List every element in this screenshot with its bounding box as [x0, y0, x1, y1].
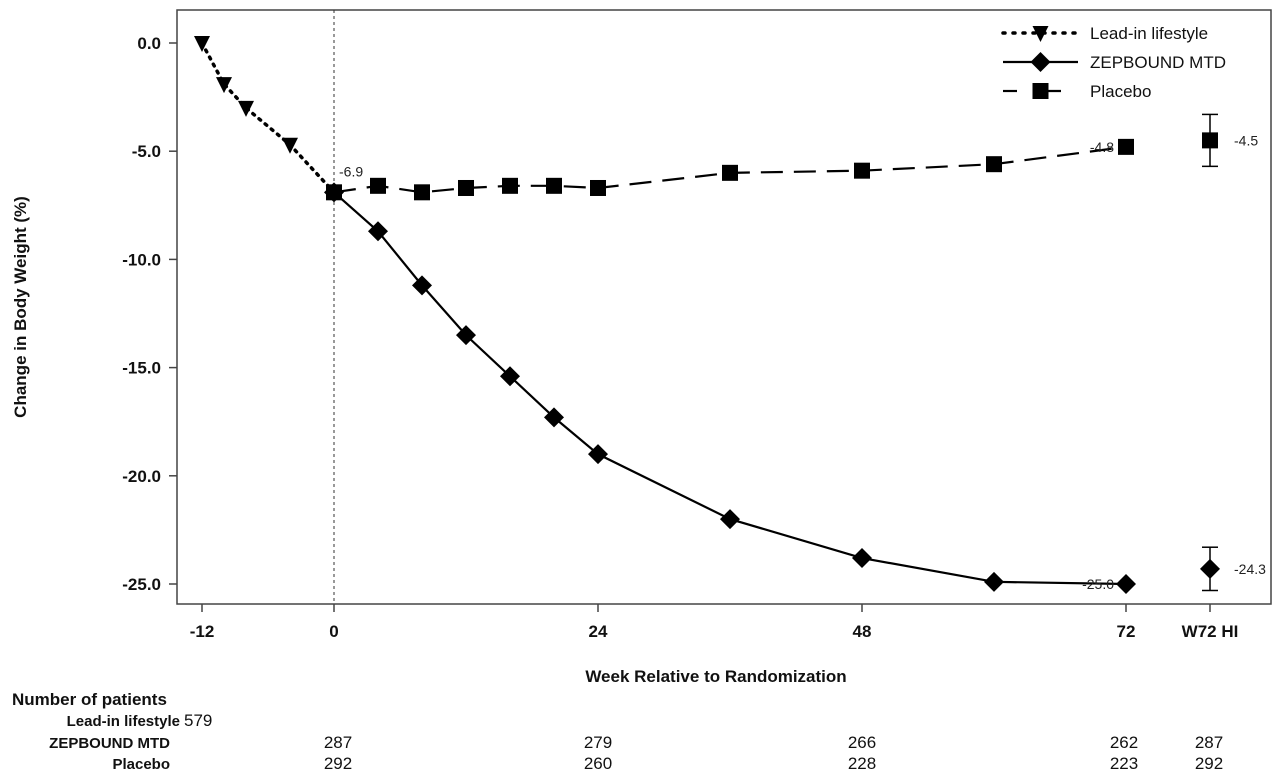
y-tick-label: -15.0	[122, 359, 161, 378]
data-point	[588, 444, 608, 465]
data-point	[502, 177, 518, 194]
start-value-label: -6.9	[339, 163, 363, 179]
patients-placebo-week0: 292	[323, 754, 353, 773]
patients-placebo-week24: 260	[583, 754, 613, 773]
legend-item: ZEPBOUND MTD	[1003, 52, 1226, 72]
patients-row-zepbound-label: ZEPBOUND MTD	[49, 735, 170, 752]
data-point	[414, 184, 430, 201]
data-point	[368, 221, 388, 242]
data-point	[984, 571, 1004, 592]
plot-frame	[176, 9, 1272, 605]
data-point	[590, 179, 606, 196]
y-axis: 0.0 -5.0 -10.0 -15.0 -20.0 -25.0	[122, 34, 177, 594]
patients-zepbound-w72hi: 287	[1194, 733, 1224, 752]
data-point	[986, 156, 1002, 173]
patients-title: Number of patients	[12, 690, 167, 709]
data-point	[326, 184, 342, 201]
x-tick-label: 48	[853, 622, 872, 641]
data-point	[456, 325, 476, 346]
series-line	[333, 145, 1127, 194]
x-axis: -12 0 24 48 72 W72 HI	[190, 604, 1239, 641]
patients-zepbound-week48: 266	[847, 733, 877, 752]
legend-marker	[1030, 52, 1051, 72]
x-tick-label: 0	[329, 622, 338, 641]
patients-zepbound-week0: 287	[323, 733, 353, 752]
end-value-label: -25.0	[1082, 576, 1114, 592]
series-zepbound-mtd	[324, 182, 1220, 594]
data-point	[852, 548, 872, 569]
chart-svg: 0.0 -5.0 -10.0 -15.0 -20.0 -25.0 -12 0 24 48 72 W7…	[11, 9, 1272, 686]
x-tick-label: -12	[190, 622, 215, 641]
series-placebo	[326, 113, 1218, 201]
data-point	[546, 177, 562, 194]
patients-row-placebo-label: Placebo	[112, 756, 170, 773]
series-line	[200, 41, 336, 195]
data-point	[216, 77, 232, 94]
patients-placebo-week72: 223	[1109, 754, 1139, 773]
data-point	[544, 407, 564, 428]
hi-data-point	[1200, 558, 1220, 579]
legend-label: ZEPBOUND MTD	[1090, 53, 1226, 72]
legend-item: Lead-in lifestyle	[1001, 24, 1208, 43]
x-tick-label: W72 HI	[1182, 622, 1239, 641]
x-tick-label: 72	[1117, 622, 1136, 641]
patients-lead-in-value: 579	[184, 711, 213, 730]
data-point	[1118, 138, 1134, 155]
legend-marker	[1032, 26, 1049, 42]
patients-zepbound-week24: 279	[583, 733, 613, 752]
series-lead-in-lifestyle	[194, 36, 342, 202]
x-tick-label: 24	[589, 622, 608, 641]
y-tick-label: -25.0	[122, 575, 161, 594]
legend-label: Lead-in lifestyle	[1090, 24, 1208, 43]
patients-zepbound-week72: 262	[1109, 733, 1139, 752]
y-tick-label: -5.0	[132, 142, 161, 161]
hi-value-label: -24.3	[1234, 561, 1266, 577]
data-point	[720, 509, 740, 530]
legend: Lead-in lifestyle ZEPBOUND MTD Placebo	[1001, 24, 1226, 101]
y-axis-title: Change in Body Weight (%)	[11, 196, 30, 418]
legend-item: Placebo	[1003, 82, 1151, 101]
y-tick-label: -10.0	[122, 250, 161, 269]
patients-placebo-week48: 228	[847, 754, 877, 773]
x-axis-title: Week Relative to Randomization	[585, 667, 846, 686]
data-point	[282, 137, 298, 154]
patients-lead-in-label: Lead-in lifestyle	[66, 713, 180, 730]
data-point	[412, 275, 432, 296]
legend-marker	[1032, 83, 1049, 99]
data-point	[458, 179, 474, 196]
patients-placebo-w72hi: 292	[1194, 754, 1224, 773]
data-point	[370, 177, 386, 194]
series-layer	[194, 36, 1220, 594]
data-labels-layer: -6.9 -25.0 -24.3 -4.8 -4.5	[339, 132, 1266, 592]
data-point	[1116, 574, 1136, 594]
data-point	[500, 366, 520, 387]
hi-value-label: -4.5	[1234, 132, 1258, 148]
y-tick-label: -20.0	[122, 467, 161, 486]
data-point	[722, 164, 738, 181]
data-point	[238, 100, 254, 117]
data-point	[194, 36, 210, 52]
end-value-label: -4.8	[1090, 139, 1114, 155]
hi-data-point	[1202, 132, 1218, 149]
legend-label: Placebo	[1090, 82, 1151, 101]
y-tick-label: 0.0	[137, 34, 161, 53]
data-point	[854, 162, 870, 179]
